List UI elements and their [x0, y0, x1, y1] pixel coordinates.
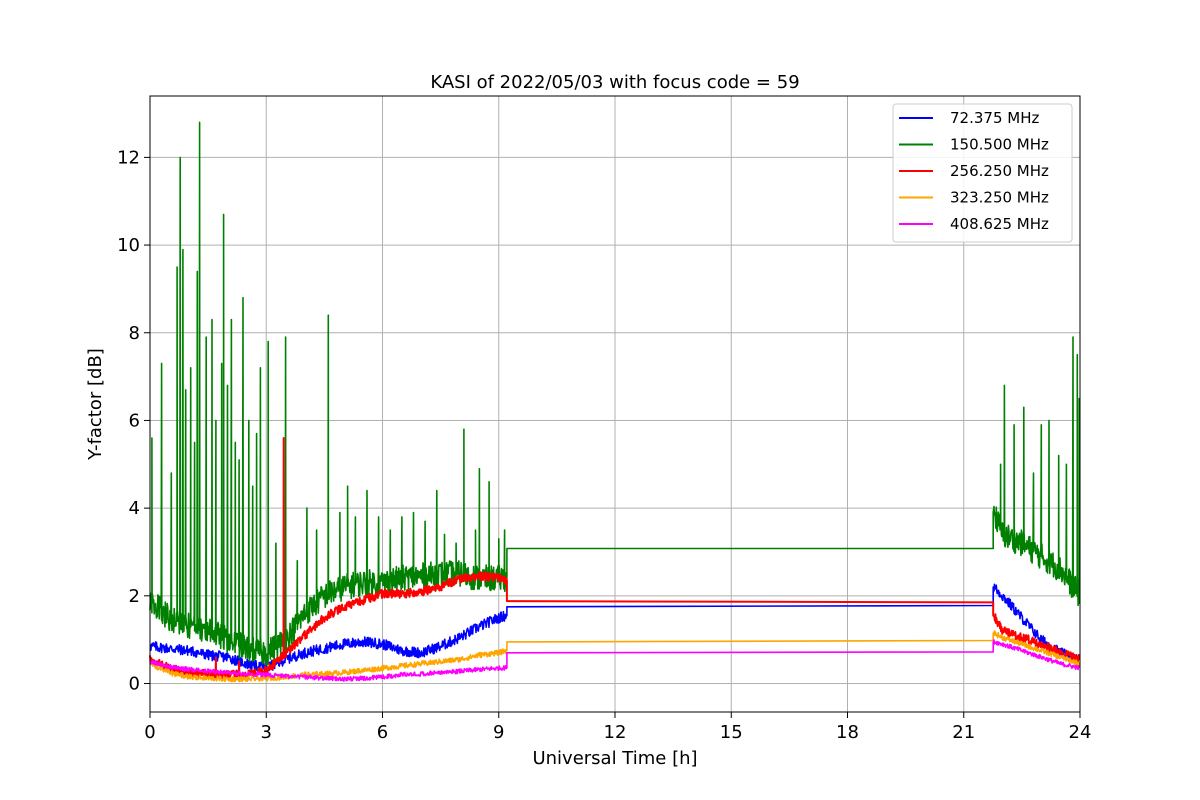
x-axis-label: Universal Time [h]	[532, 748, 697, 769]
x-tick-label: 0	[144, 722, 155, 743]
y-tick-label: 10	[117, 235, 140, 256]
x-axis: 0 3 6 9 12 15 18 21 24	[144, 712, 1091, 743]
legend-label: 323.250 MHz	[950, 189, 1049, 207]
x-tick-label: 12	[604, 722, 627, 743]
y-tick-label: 8	[129, 323, 140, 344]
series-line	[149, 639, 1081, 682]
legend-label: 150.500 MHz	[950, 136, 1049, 154]
y-tick-label: 2	[129, 586, 140, 607]
y-axis: 0 2 4 6 8 10 12	[117, 147, 150, 695]
x-tick-label: 3	[261, 722, 272, 743]
legend-label: 408.625 MHz	[950, 215, 1049, 233]
series-layer	[149, 121, 1081, 683]
x-tick-label: 9	[493, 722, 504, 743]
legend-frame	[892, 103, 1073, 243]
series-line	[149, 583, 1081, 673]
x-tick-label: 24	[1069, 722, 1092, 743]
y-axis-label: Y-factor [dB]	[85, 348, 106, 461]
legend-label: 256.250 MHz	[950, 162, 1049, 180]
x-tick-label: 15	[720, 722, 743, 743]
y-tick-label: 4	[129, 498, 140, 519]
y-tick-label: 0	[129, 674, 140, 695]
legend-label: 72.375 MHz	[950, 109, 1039, 127]
series-line	[149, 630, 1081, 683]
series-line	[149, 121, 1081, 666]
x-tick-label: 6	[377, 722, 388, 743]
chart-title: KASI of 2022/05/03 with focus code = 59	[430, 72, 799, 93]
y-tick-label: 6	[129, 410, 140, 431]
x-tick-label: 21	[952, 722, 975, 743]
legend: 72.375 MHz 150.500 MHz 256.250 MHz 323.250 …	[892, 103, 1073, 243]
y-tick-label: 12	[117, 147, 140, 168]
x-tick-label: 18	[836, 722, 859, 743]
